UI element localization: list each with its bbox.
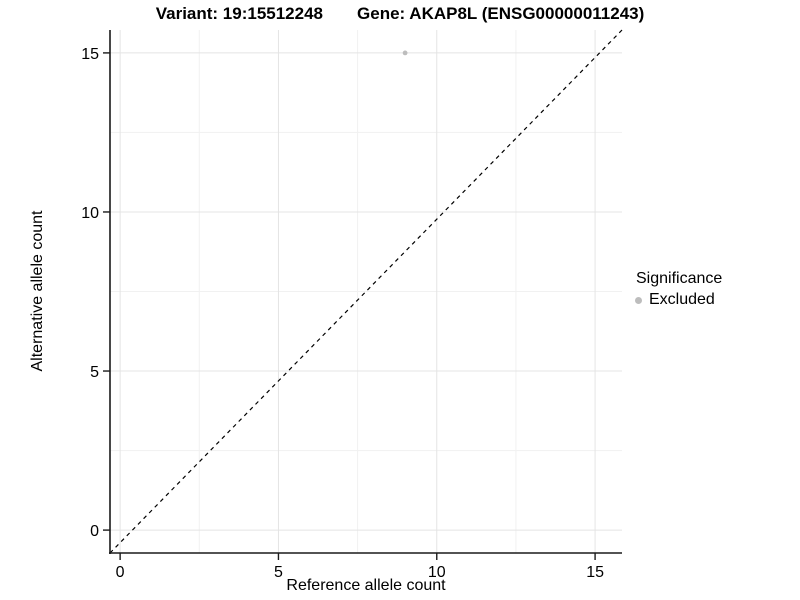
x-tick-label: 0 [116, 564, 125, 581]
x-axis-title: Reference allele count [286, 577, 446, 594]
y-tick-label: 10 [81, 205, 99, 222]
x-tick-label: 15 [586, 564, 604, 581]
y-tick-label: 15 [81, 46, 99, 63]
point-swatch-icon [635, 296, 642, 304]
y-axis-title: Alternative allele count [29, 210, 46, 372]
legend: Significance Excluded [635, 270, 722, 309]
legend-title: Significance [636, 270, 723, 287]
data-point [402, 50, 408, 56]
plot-title: Variant: 19:15512248 Gene: AKAP8L (ENSG0… [0, 4, 800, 24]
y-tick-label: 0 [90, 523, 99, 540]
plot-title-variant: Variant: 19:15512248 [155, 4, 324, 23]
plot-title-gene: Gene: AKAP8L (ENSG00000011243) [357, 4, 645, 23]
legend-item-label: Excluded [649, 291, 715, 308]
y-tick-label: 5 [90, 364, 99, 381]
legend-item: Excluded [635, 291, 722, 309]
x-tick-label: 10 [428, 564, 446, 581]
x-tick-label: 5 [274, 564, 283, 581]
identity-line [109, 29, 623, 554]
